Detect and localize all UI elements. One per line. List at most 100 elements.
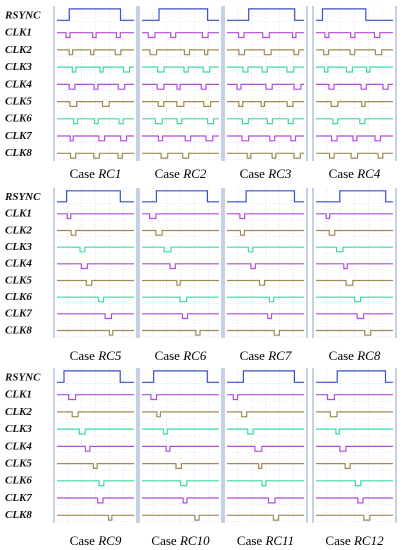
caption-prefix: Case [237, 533, 266, 548]
waveform-rsync [142, 8, 219, 21]
signal-label-clk3: CLK3 [5, 423, 32, 435]
waveform-clk8 [227, 152, 304, 159]
waveform-clk3 [316, 246, 393, 253]
signal-label-clk6: CLK6 [5, 113, 32, 125]
caption-rc4: Case RC4 [329, 166, 381, 181]
panel-rc6 [138, 188, 223, 338]
waveform-clk6 [316, 296, 393, 303]
waveform-clk3 [57, 246, 134, 253]
waveform-clk4 [57, 445, 134, 452]
signal-label-clk6: CLK6 [5, 291, 32, 303]
signal-label-clk8: CLK8 [5, 509, 32, 521]
panel-rc7 [223, 188, 308, 338]
signal-label-rsync: RSYNC [4, 371, 41, 383]
caption-rc12: Case RC12 [325, 533, 384, 548]
caption-prefix: Case [240, 166, 269, 181]
waveform-clk5 [57, 279, 134, 286]
caption-case-id: RC6 [182, 348, 207, 363]
waveform-clk6 [316, 480, 393, 487]
signal-label-clk6: CLK6 [5, 475, 32, 487]
panel-rc2 [138, 6, 223, 161]
waveform-clk7 [57, 313, 134, 320]
signal-label-clk7: CLK7 [5, 130, 32, 142]
signal-label-clk1: CLK1 [5, 27, 32, 39]
caption-case-id: RC1 [97, 166, 121, 181]
signal-label-rsync: RSYNC [4, 9, 41, 21]
caption-prefix: Case [151, 533, 180, 548]
waveform-clk1 [316, 394, 393, 401]
caption-case-id: RC11 [264, 533, 294, 548]
waveform-clk7 [227, 313, 304, 320]
waveform-clk2 [227, 49, 304, 56]
waveform-clk7 [57, 135, 134, 142]
waveform-clk1 [142, 32, 219, 39]
caption-rc1: Case RC1 [70, 166, 122, 181]
waveform-clk8 [227, 329, 304, 336]
waveform-clk4 [142, 83, 219, 90]
waveform-clk3 [227, 66, 304, 73]
waveform-clk8 [316, 514, 393, 521]
waveform-clk3 [316, 66, 393, 73]
waveform-clk6 [142, 118, 219, 125]
signal-label-clk1: CLK1 [5, 208, 32, 220]
waveform-clk5 [227, 463, 304, 469]
caption-rc7: Case RC7 [240, 348, 292, 363]
waveform-clk2 [227, 411, 304, 418]
signal-label-clk2: CLK2 [5, 44, 32, 56]
waveform-clk5 [227, 100, 304, 108]
waveform-clk8 [142, 514, 219, 521]
caption-prefix: Case [329, 348, 358, 363]
waveform-clk1 [227, 213, 304, 220]
waveform-clk6 [227, 296, 304, 303]
signal-label-clk8: CLK8 [5, 147, 32, 159]
waveform-clk4 [227, 263, 304, 270]
signal-label-rsync: RSYNC [4, 191, 41, 203]
waveform-clk2 [57, 49, 134, 56]
waveform-clk3 [57, 428, 134, 435]
waveform-clk5 [57, 100, 134, 108]
waveform-clk7 [227, 497, 304, 504]
caption-rc8: Case RC8 [329, 348, 381, 363]
caption-case-id: RC8 [356, 348, 381, 363]
waveform-clk5 [57, 463, 134, 469]
waveform-clk4 [227, 445, 304, 452]
caption-case-id: RC4 [356, 166, 381, 181]
waveform-clk5 [227, 279, 304, 286]
waveform-clk5 [316, 279, 393, 286]
caption-prefix: Case [155, 348, 184, 363]
waveform-clk8 [57, 152, 134, 159]
waveform-clk3 [227, 246, 304, 253]
waveform-clk7 [227, 135, 304, 142]
waveform-clk1 [227, 394, 304, 401]
waveform-clk5 [142, 279, 219, 286]
waveform-clk4 [57, 83, 134, 90]
caption-case-id: RC3 [267, 166, 292, 181]
waveform-clk7 [142, 135, 219, 142]
panel-rc10 [138, 368, 223, 523]
caption-case-id: RC10 [179, 533, 210, 548]
waveform-clk6 [316, 118, 393, 125]
panel-rc9 [53, 368, 138, 523]
waveform-rsync [316, 370, 393, 383]
panel-rc5 [53, 188, 138, 338]
panel-rc11 [223, 368, 308, 523]
waveform-clk6 [57, 480, 134, 487]
waveform-clk2 [142, 49, 219, 56]
caption-case-id: RC7 [267, 348, 292, 363]
caption-prefix: Case [70, 166, 99, 181]
caption-prefix: Case [325, 533, 354, 548]
signal-label-clk7: CLK7 [5, 308, 32, 320]
waveform-clk6 [57, 296, 134, 303]
panel-rc8 [312, 188, 397, 338]
waveform-clk2 [142, 229, 219, 236]
caption-prefix: Case [70, 533, 99, 548]
waveform-clk8 [142, 152, 219, 159]
panel-rc4 [312, 6, 397, 161]
waveform-clk5 [142, 463, 219, 469]
waveform-clk2 [316, 49, 393, 56]
waveform-clk8 [316, 152, 393, 159]
waveform-clk3 [142, 66, 219, 73]
waveform-clk8 [142, 329, 219, 336]
caption-rc11: Case RC11 [237, 533, 294, 548]
